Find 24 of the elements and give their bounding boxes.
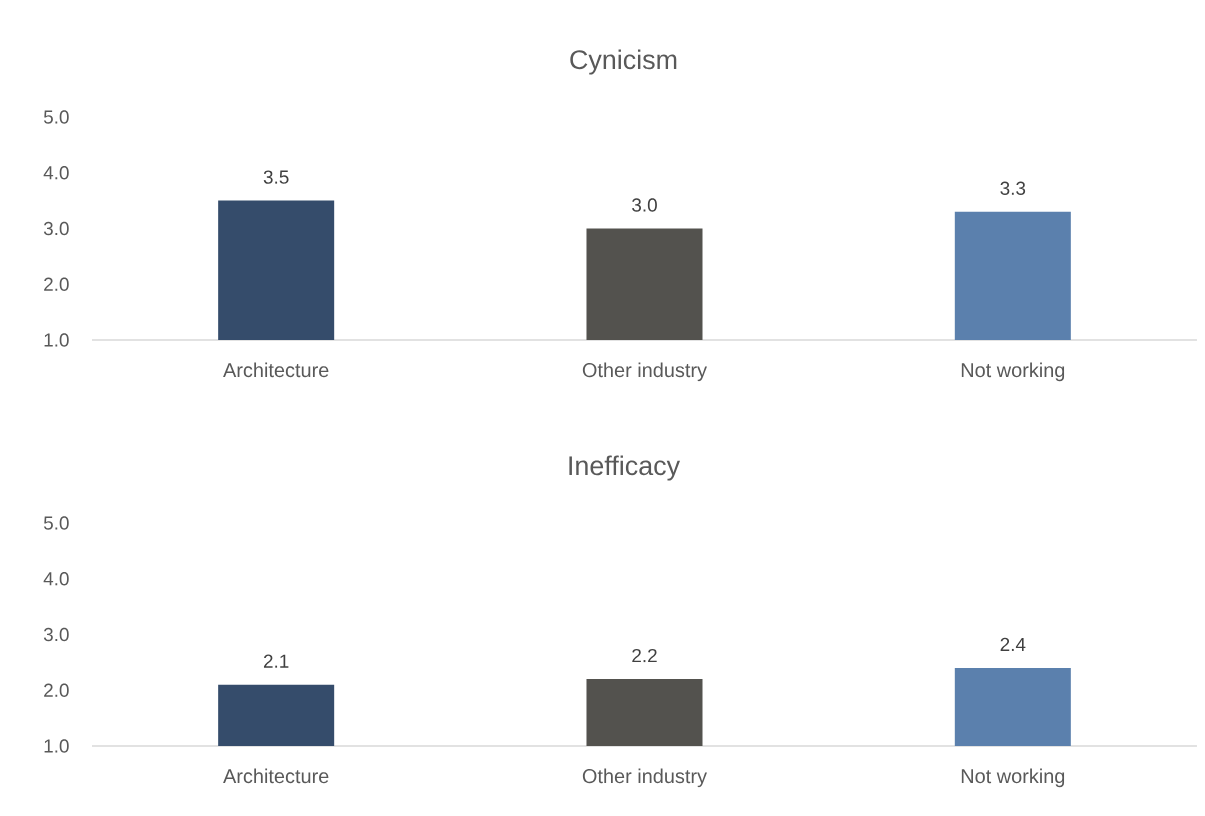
y-tick-label: 2.0 <box>44 277 69 291</box>
data-label: 2.2 <box>632 648 657 663</box>
x-tick-label: Other industry <box>582 362 707 382</box>
y-tick-label: 5.0 <box>43 110 69 124</box>
y-tick-label: 3.0 <box>43 221 69 236</box>
y-tick-label: 5.0 <box>43 516 69 530</box>
x-tick-label: Not working <box>961 362 1065 382</box>
x-tick-label: Architecture <box>223 362 329 378</box>
data-label: 2.1 <box>263 654 289 668</box>
y-tick-label: 3.0 <box>43 627 69 642</box>
x-tick-label: Other industry <box>582 768 707 788</box>
y-tick-label: 1.0 <box>44 333 69 347</box>
data-label: 2.4 <box>1000 637 1026 651</box>
data-label: 3.0 <box>632 198 657 212</box>
data-label: 3.5 <box>263 170 289 184</box>
chart-title: Cynicism <box>570 49 677 75</box>
x-tick-label: Not working <box>961 768 1065 788</box>
chart-title: Inefficacy <box>569 455 681 481</box>
y-tick-label: 4.0 <box>43 572 69 586</box>
data-label: 3.3 <box>1000 181 1026 195</box>
y-tick-label: 4.0 <box>43 166 69 180</box>
y-tick-label: 1.0 <box>44 739 69 753</box>
y-tick-label: 2.0 <box>44 683 69 697</box>
x-tick-label: Architecture <box>223 768 329 784</box>
